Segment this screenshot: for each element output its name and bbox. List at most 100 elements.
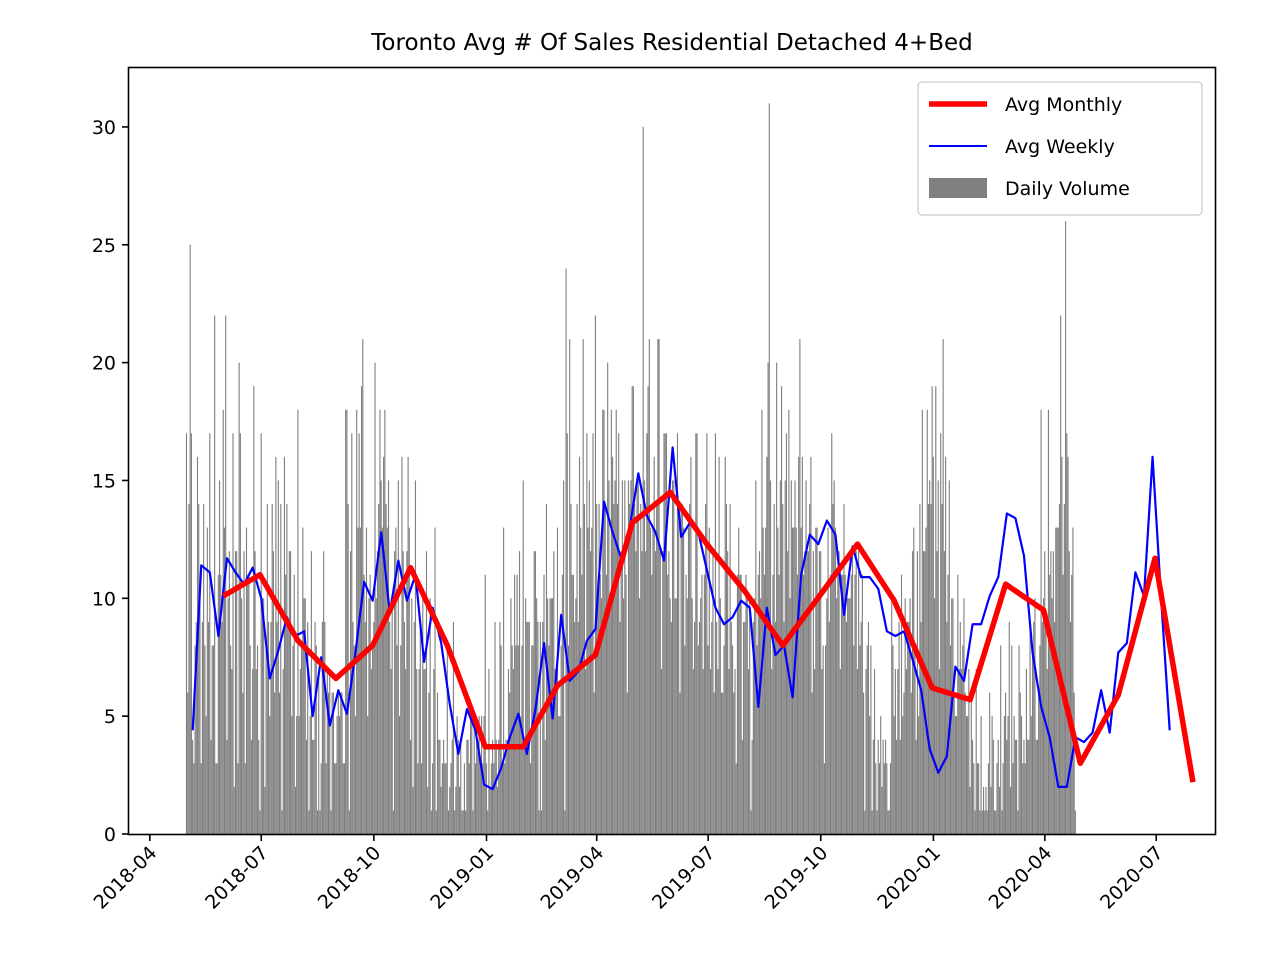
daily-volume-bar <box>389 621 391 834</box>
daily-volume-bar <box>340 692 342 834</box>
daily-volume-bar <box>232 433 234 834</box>
daily-volume-bar <box>654 551 656 834</box>
daily-volume-bar <box>870 645 872 834</box>
daily-volume-bar <box>656 504 658 834</box>
daily-volume-bar <box>567 645 570 834</box>
daily-volume-bar <box>623 598 625 834</box>
daily-volume-bar <box>958 669 960 834</box>
daily-volume-bar <box>800 527 802 834</box>
daily-volume-bar <box>460 739 462 834</box>
daily-volume-bar <box>1062 574 1064 834</box>
daily-volume-bar <box>607 362 609 834</box>
daily-volume-bar <box>277 480 279 834</box>
daily-volume-bar <box>675 598 677 834</box>
daily-volume-bar <box>801 456 803 834</box>
daily-volume-bar <box>1014 739 1016 834</box>
daily-volume-bar <box>250 739 252 834</box>
daily-volume-bar <box>1002 763 1004 834</box>
daily-volume-bar <box>750 810 752 834</box>
daily-volume-bar <box>789 598 791 834</box>
daily-volume-bar <box>776 362 778 834</box>
daily-volume-bar <box>413 621 415 834</box>
daily-volume-bar <box>664 433 666 834</box>
daily-volume-bar <box>301 645 303 834</box>
daily-volume-bar <box>1041 621 1043 834</box>
daily-volume-bar <box>581 574 583 834</box>
y-tick-label: 20 <box>92 353 116 375</box>
daily-volume-bar <box>815 527 817 834</box>
daily-volume-bar <box>1074 810 1076 834</box>
daily-volume-bar <box>211 645 213 834</box>
daily-volume-bar <box>762 527 764 834</box>
daily-volume-bar <box>817 598 819 834</box>
daily-volume-bar <box>221 621 223 834</box>
daily-volume-bar <box>599 574 601 834</box>
daily-volume-bar <box>446 645 448 834</box>
daily-volume-bar <box>490 763 492 834</box>
daily-volume-bar <box>1068 551 1070 834</box>
daily-volume-bar <box>918 716 920 834</box>
daily-volume-bar <box>608 480 610 834</box>
daily-volume-bar <box>957 574 959 834</box>
daily-volume-bar <box>527 621 529 834</box>
daily-volume-bar <box>697 645 699 834</box>
daily-volume-bar <box>1034 598 1036 834</box>
daily-volume-bar <box>785 433 787 834</box>
daily-volume-bar <box>438 739 440 834</box>
daily-volume-bar <box>875 763 877 834</box>
daily-volume-bar <box>434 527 436 834</box>
daily-volume-bar <box>474 763 477 834</box>
daily-volume-bar <box>931 386 933 834</box>
daily-volume-bar <box>865 669 867 834</box>
daily-volume-bar <box>1036 739 1038 834</box>
daily-volume-bar <box>959 621 961 834</box>
daily-volume-bar <box>465 810 467 834</box>
daily-volume-bar <box>848 598 850 834</box>
daily-volume-bar <box>445 763 447 834</box>
daily-volume-bar <box>597 598 599 834</box>
y-tick-label: 0 <box>104 824 116 846</box>
daily-volume-bar <box>1050 551 1052 834</box>
daily-volume-bar <box>403 621 405 834</box>
daily-volume-bar <box>681 504 683 834</box>
daily-volume-bar <box>986 810 988 834</box>
daily-volume-bar <box>795 527 797 834</box>
daily-volume-bar <box>911 551 914 834</box>
daily-volume-bar <box>343 763 345 834</box>
daily-volume-bar <box>433 669 435 834</box>
daily-volume-bar <box>216 763 218 834</box>
daily-volume-bar <box>529 763 532 834</box>
daily-volume-bar <box>558 716 560 834</box>
daily-volume-bar <box>436 692 439 834</box>
daily-volume-bar <box>934 598 936 834</box>
daily-volume-bar <box>754 598 756 834</box>
daily-volume-bar <box>995 810 997 834</box>
daily-volume-bar <box>536 598 538 834</box>
daily-volume-bar <box>458 786 461 834</box>
daily-volume-bar <box>674 598 676 834</box>
daily-volume-bar <box>893 716 895 834</box>
daily-volume-bar <box>828 621 830 834</box>
daily-volume-bar <box>877 739 879 834</box>
daily-volume-bar <box>227 598 229 834</box>
daily-volume-bar <box>609 598 611 834</box>
daily-volume-bar <box>397 480 399 834</box>
daily-volume-bar <box>678 504 680 834</box>
daily-volume-bar <box>725 504 727 834</box>
daily-volume-bar <box>714 433 716 834</box>
daily-volume-bar <box>823 763 825 834</box>
daily-volume-bar <box>676 433 679 834</box>
daily-volume-bar <box>768 103 770 835</box>
daily-volume-bar <box>310 551 312 834</box>
daily-volume-bar <box>811 692 813 834</box>
daily-volume-bar <box>1030 716 1032 834</box>
daily-volume-bar <box>827 527 829 834</box>
daily-volume-bar <box>756 645 758 834</box>
daily-volume-bar <box>580 527 582 834</box>
daily-volume-bar <box>838 551 840 834</box>
daily-volume-bar <box>964 692 966 834</box>
daily-volume-bar <box>555 692 557 834</box>
daily-volume-bar <box>244 763 246 834</box>
daily-volume-bar <box>265 645 267 834</box>
daily-volume-bar <box>528 621 530 834</box>
